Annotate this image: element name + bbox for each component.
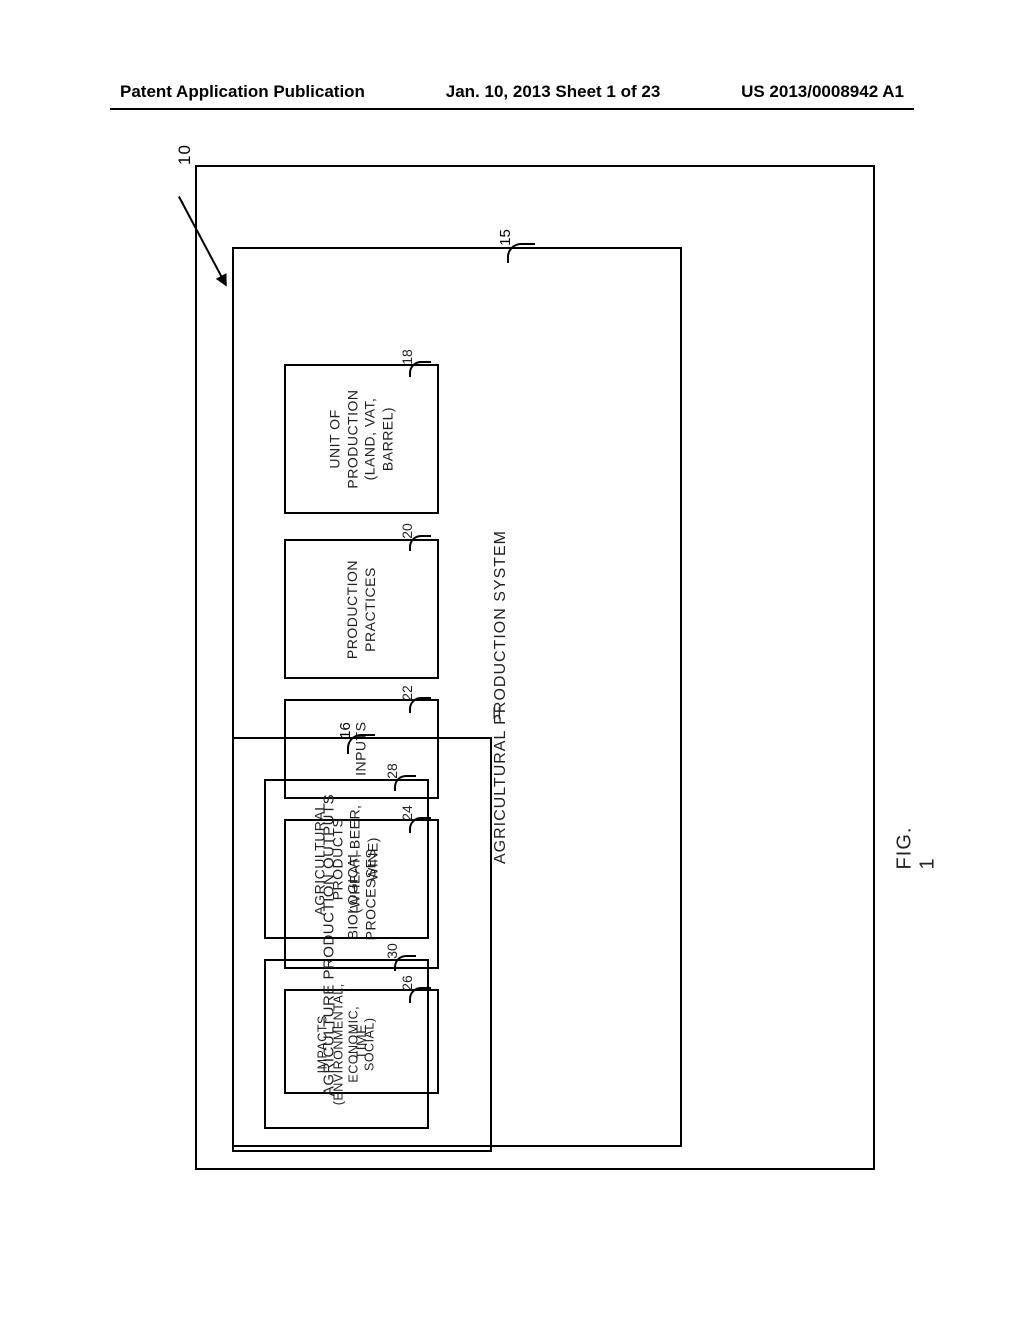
lead-28 [394, 775, 416, 791]
lead-22 [409, 697, 431, 713]
page: Patent Application Publication Jan. 10, … [0, 0, 1024, 1320]
box-unit-of-production-text: UNIT OF PRODUCTION (LAND, VAT, BARREL) [327, 389, 397, 488]
ref-30: 30 [384, 943, 400, 959]
box-agri-products: AGRICULTURAL PRODUCTS (WHEAT, BEER, WINE… [264, 779, 429, 939]
header-left: Patent Application Publication [120, 82, 365, 102]
figure-label: FIG. 1 [893, 827, 939, 870]
box-agri-products-text: AGRICULTURAL PRODUCTS (WHEAT, BEER, WINE… [312, 802, 382, 915]
equals-sign: = [482, 700, 512, 721]
header-rule [110, 108, 914, 110]
page-header: Patent Application Publication Jan. 10, … [0, 82, 1024, 102]
lead-30 [394, 955, 416, 971]
outputs-box: AGRICULTURE PRODUCTION OUTPUTS AGRICULTU… [232, 737, 492, 1152]
header-center: Jan. 10, 2013 Sheet 1 of 23 [446, 82, 661, 102]
ref-20: 20 [399, 523, 415, 539]
header-right: US 2013/0008942 A1 [741, 82, 904, 102]
ref-28: 28 [384, 763, 400, 779]
lead-18 [409, 361, 431, 377]
box-impacts: IMPACTS (ENVIRONMENTAL, ECONOMIC, SOCIAL… [264, 959, 429, 1129]
box-impacts-text: IMPACTS (ENVIRONMENTAL, ECONOMIC, SOCIAL… [315, 983, 378, 1105]
system-title: AGRICULTURAL PRODUCTION SYSTEM [492, 530, 510, 864]
box-production-practices: PRODUCTION PRACTICES [284, 539, 439, 679]
ref-15: 15 [497, 229, 514, 246]
lead-20 [409, 535, 431, 551]
outer-box: 15 AGRICULTURAL PRODUCTION SYSTEM UNIT O… [195, 165, 875, 1170]
ref-18: 18 [399, 349, 415, 365]
ref-10: 10 [175, 144, 195, 165]
ref-22: 22 [399, 685, 415, 701]
box-unit-of-production: UNIT OF PRODUCTION (LAND, VAT, BARREL) [284, 364, 439, 514]
box-production-practices-text: PRODUCTION PRACTICES [344, 559, 379, 658]
figure-area: 10 15 AGRICULTURAL PRODUCTION SYSTEM UNI… [175, 165, 875, 1205]
